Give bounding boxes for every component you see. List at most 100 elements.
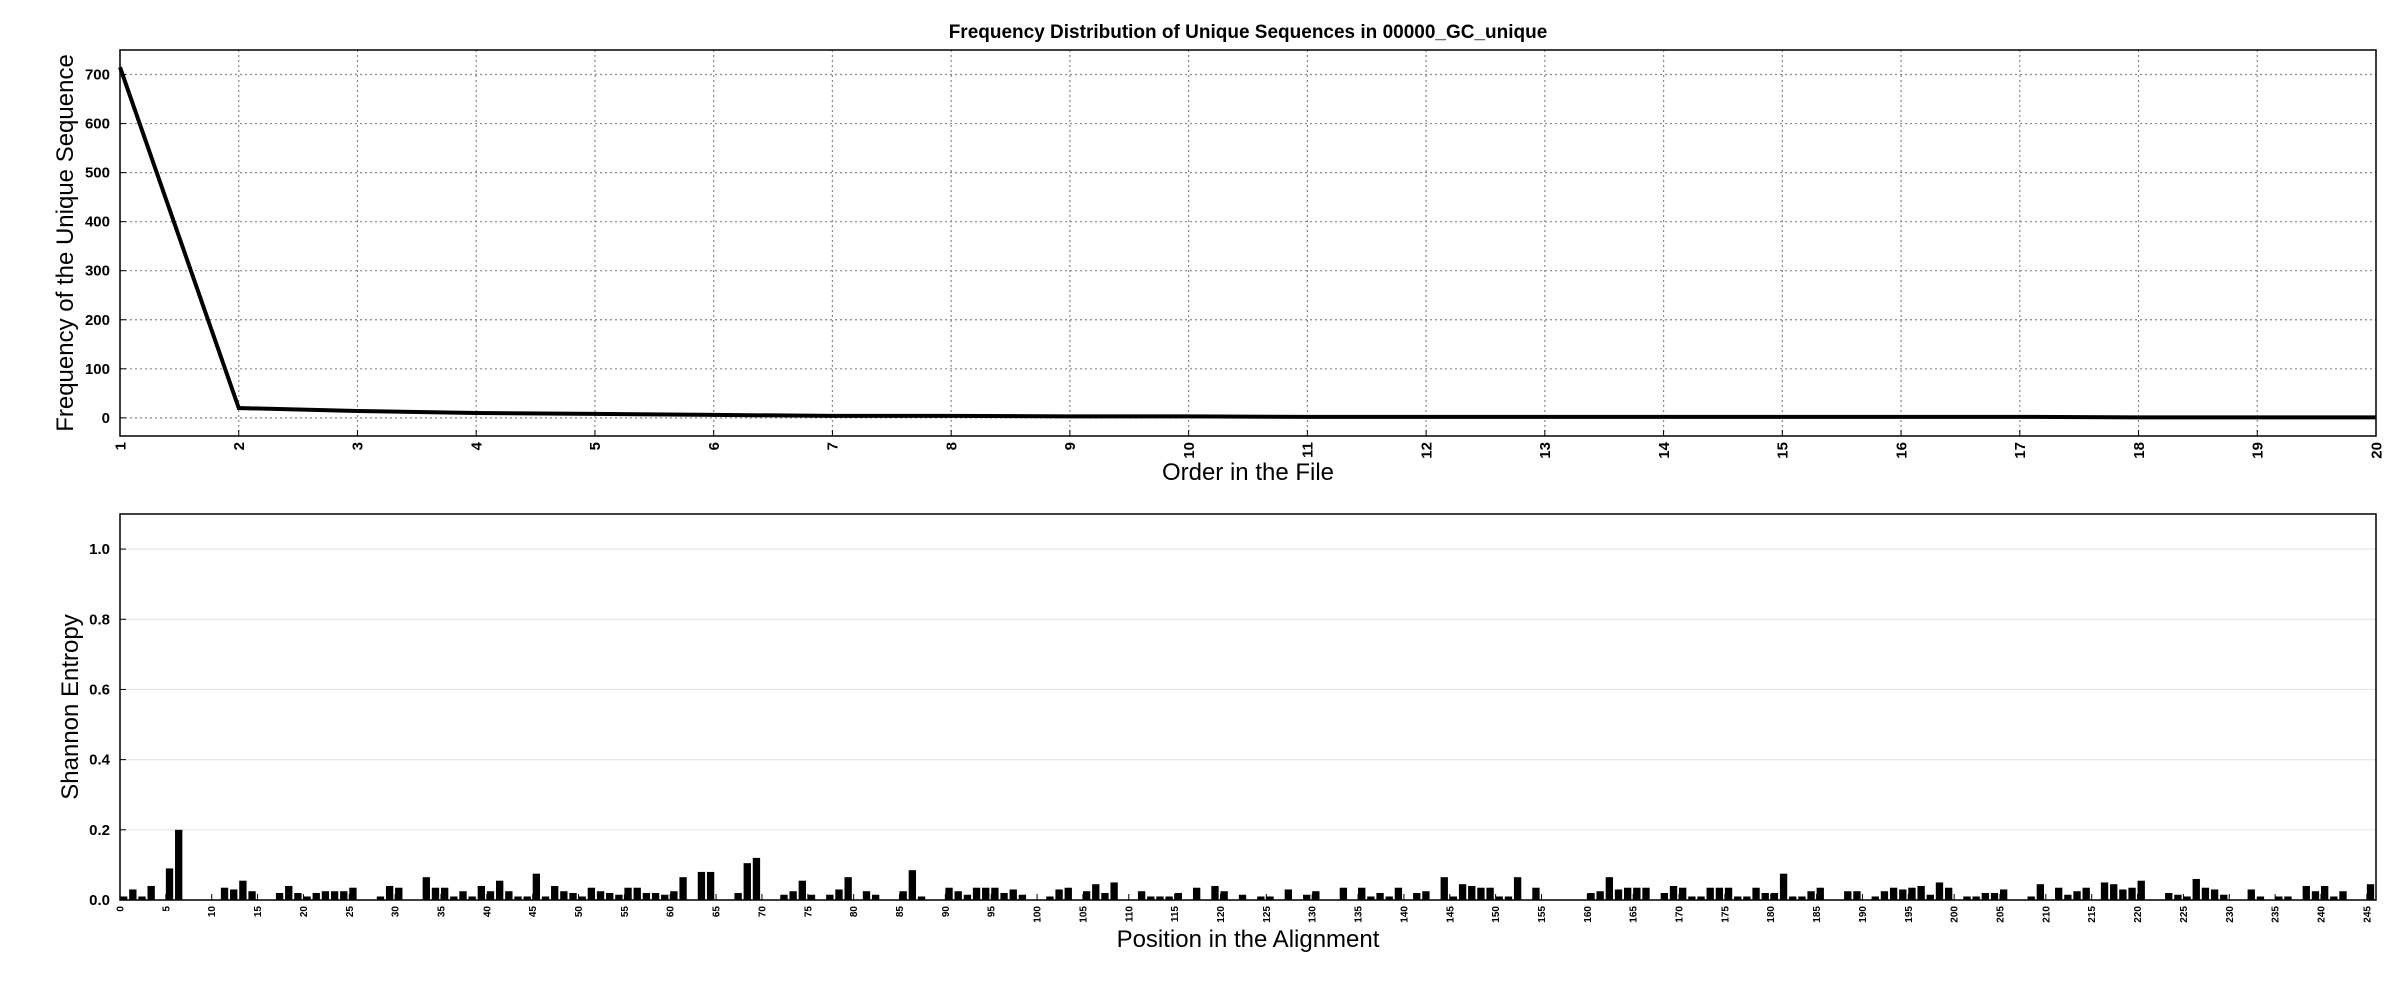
bar xyxy=(2220,894,2228,900)
bar xyxy=(1486,887,1494,900)
bar xyxy=(1358,887,1366,900)
bar xyxy=(2275,896,2283,900)
bar xyxy=(1963,896,1971,900)
bar xyxy=(2000,889,2008,900)
x-tick-label: 18 xyxy=(2131,442,2148,459)
x-tick-label: 155 xyxy=(1537,906,1548,923)
x-tick-label: 105 xyxy=(1078,906,1089,923)
bar xyxy=(2330,896,2338,900)
bar xyxy=(2110,884,2118,900)
bar xyxy=(633,887,641,900)
bar xyxy=(312,892,320,900)
x-tick-label: 5 xyxy=(161,906,172,912)
bar xyxy=(2036,884,2045,900)
bar xyxy=(2073,891,2081,900)
x-tick-label: 40 xyxy=(482,906,493,918)
bar xyxy=(835,889,843,900)
bar xyxy=(486,891,495,900)
x-tick-label: 9 xyxy=(1062,442,1079,450)
bar xyxy=(1871,896,1879,900)
bar xyxy=(138,896,146,900)
bar xyxy=(1798,896,1806,900)
bar xyxy=(1303,894,1311,900)
bar xyxy=(1715,887,1724,900)
x-tick-label: 245 xyxy=(2362,906,2373,923)
bar xyxy=(1917,885,1925,900)
x-tick-label: 16 xyxy=(1893,442,1910,459)
x-tick-label: 35 xyxy=(436,906,447,918)
bar xyxy=(1816,887,1824,900)
bar xyxy=(945,887,953,900)
bar xyxy=(1147,896,1155,900)
x-tick-label: 60 xyxy=(666,906,677,918)
y-tick-label: 0.8 xyxy=(89,611,110,628)
plot-frame xyxy=(119,49,2377,437)
bar xyxy=(1064,887,1072,900)
bar xyxy=(908,870,917,900)
bar xyxy=(2082,887,2090,900)
x-tick-label: 10 xyxy=(1181,442,1198,459)
x-tick-label: 11 xyxy=(1300,442,1317,458)
x-tick-label: 215 xyxy=(2087,906,2098,923)
x-tick-label: 12 xyxy=(1418,442,1435,459)
bar xyxy=(1339,887,1348,900)
x-tick-label: 5 xyxy=(587,442,604,450)
y-tick-label: 0.2 xyxy=(89,822,110,839)
bar xyxy=(963,894,972,900)
x-axis-label: Position in the Alignment xyxy=(1117,926,1380,953)
bar xyxy=(679,877,687,900)
bar xyxy=(1669,885,1678,900)
bar xyxy=(1853,891,1861,900)
y-tick-label: 0 xyxy=(102,410,110,427)
bar xyxy=(661,894,669,900)
x-tick-label: 7 xyxy=(825,442,842,450)
bar xyxy=(1101,892,1109,900)
bar xyxy=(743,863,751,900)
bar xyxy=(1055,889,1063,900)
bar xyxy=(1156,896,1164,900)
x-tick-label: 4 xyxy=(468,441,485,450)
bar xyxy=(1018,894,1027,900)
bar xyxy=(2165,892,2173,900)
bar xyxy=(1495,896,1503,900)
bar xyxy=(294,892,302,900)
x-tick-label: 235 xyxy=(2271,906,2282,923)
x-tick-label: 210 xyxy=(2041,906,2052,923)
bar xyxy=(917,896,926,900)
bar xyxy=(1046,896,1054,900)
plot-frame xyxy=(119,513,2377,901)
x-tick-label: 65 xyxy=(712,906,723,918)
bar xyxy=(1137,891,1146,900)
bar xyxy=(1596,891,1604,900)
bar xyxy=(248,891,256,900)
bar xyxy=(798,880,806,900)
bar xyxy=(1761,892,1769,900)
bar xyxy=(899,891,907,900)
y-tick-label: 500 xyxy=(85,165,110,182)
bar xyxy=(1238,894,1247,900)
x-tick-label: 19 xyxy=(2250,442,2267,459)
x-tick-label: 45 xyxy=(528,906,539,918)
x-tick-label: 20 xyxy=(2368,442,2385,459)
bar xyxy=(734,892,742,900)
bar xyxy=(1192,887,1201,900)
x-tick-label: 140 xyxy=(1399,906,1410,923)
bar xyxy=(844,877,852,900)
bar xyxy=(385,885,394,900)
bar xyxy=(1367,896,1375,900)
x-tick-label: 85 xyxy=(895,906,906,918)
x-tick-label: 180 xyxy=(1766,906,1777,923)
bar xyxy=(422,877,430,900)
bar xyxy=(1889,887,1898,900)
bar xyxy=(340,891,348,900)
x-tick-label: 100 xyxy=(1033,906,1044,923)
x-tick-label: 20 xyxy=(299,906,310,918)
x-tick-label: 70 xyxy=(757,906,768,918)
x-tick-label: 8 xyxy=(943,442,960,450)
bar xyxy=(1706,887,1714,900)
x-tick-label: 50 xyxy=(574,906,585,918)
bar xyxy=(1926,894,1934,900)
x-tick-label: 150 xyxy=(1491,906,1502,923)
bar xyxy=(129,889,137,900)
bar xyxy=(514,896,522,900)
